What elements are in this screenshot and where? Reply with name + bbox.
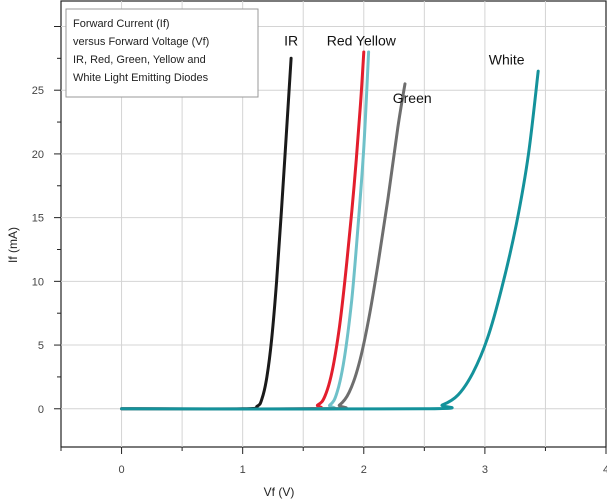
title-box-frame xyxy=(65,8,259,98)
y-tick-label: 10 xyxy=(32,276,44,288)
x-tick-label: 0 xyxy=(118,464,124,476)
series-label-white: White xyxy=(489,52,525,68)
series-lines xyxy=(120,50,540,411)
title-box-line-3: IR, Red, Green, Yellow and xyxy=(73,54,206,66)
title-box: Forward Current (If) versus Forward Volt… xyxy=(65,8,259,98)
x-tick-label: 4 xyxy=(603,464,607,476)
title-box-line-4: White Light Emitting Diodes xyxy=(73,72,209,84)
x-tick-label: 2 xyxy=(361,464,367,476)
series-label-ir: IR xyxy=(284,33,298,49)
y-tick-label: 0 xyxy=(38,404,44,416)
ticks: 0 1 2 3 4 0 5 10 15 20 25 xyxy=(32,25,607,476)
series-label-yellow: Yellow xyxy=(356,33,397,49)
y-tick-label: 15 xyxy=(32,213,44,225)
y-tick-label: 5 xyxy=(38,340,44,352)
y-tick-label: 20 xyxy=(32,149,44,161)
x-tick-label: 3 xyxy=(482,464,488,476)
series-labels: IR Red Yellow Green White xyxy=(284,33,525,106)
y-axis-title: If (mA) xyxy=(6,227,20,263)
series-label-red: Red xyxy=(327,33,353,49)
x-axis-title: Vf (V) xyxy=(264,485,295,499)
y-tick-label: 25 xyxy=(32,85,44,97)
title-box-line-2: versus Forward Voltage (Vf) xyxy=(73,36,209,48)
series-label-green: Green xyxy=(393,90,432,106)
title-box-line-1: Forward Current (If) xyxy=(73,18,170,30)
x-tick-label: 1 xyxy=(240,464,246,476)
series-line-white xyxy=(120,69,540,411)
